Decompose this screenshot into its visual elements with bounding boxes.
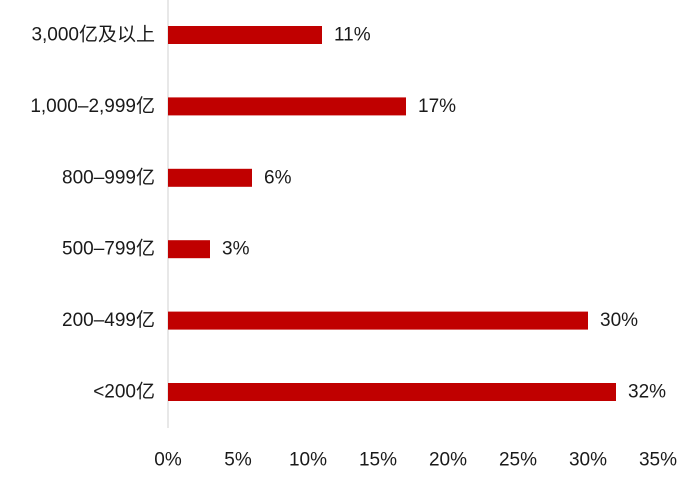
- category-label: 800–999亿: [62, 166, 155, 188]
- value-label: 3%: [222, 239, 250, 260]
- x-tick-label: 10%: [289, 450, 327, 471]
- value-label: 32%: [628, 382, 666, 403]
- x-tick-label: 25%: [499, 450, 537, 471]
- category-label: 500–799亿: [62, 238, 155, 260]
- x-tick-label: 30%: [569, 450, 607, 471]
- bar: [168, 26, 322, 44]
- value-label: 6%: [264, 167, 292, 188]
- value-labels: 11% 17% 6% 3% 30% 32%: [222, 25, 666, 403]
- bar: [168, 383, 616, 401]
- x-tick-label: 35%: [639, 450, 677, 471]
- value-label: 11%: [334, 25, 371, 46]
- category-label: <200亿: [93, 381, 155, 403]
- value-label: 30%: [600, 310, 638, 331]
- bar: [168, 311, 588, 330]
- category-labels: 3,000亿及以上 1,000–2,999亿 800–999亿 500–799亿 200…: [30, 24, 155, 403]
- x-tick-label: 0%: [154, 450, 182, 471]
- x-tick-label: 15%: [359, 450, 397, 471]
- bar: [168, 97, 406, 116]
- bar: [168, 240, 210, 259]
- x-tick-labels: 0% 5% 10% 15% 20% 25% 30% 35%: [154, 450, 677, 471]
- bars-layer: [168, 26, 616, 401]
- category-label: 1,000–2,999亿: [30, 95, 155, 117]
- value-label: 17%: [418, 96, 456, 117]
- category-label: 3,000亿及以上: [31, 24, 155, 46]
- category-label: 200–499亿: [62, 309, 155, 331]
- x-tick-label: 20%: [429, 450, 467, 471]
- bar: [168, 168, 252, 187]
- x-tick-label: 5%: [224, 450, 252, 471]
